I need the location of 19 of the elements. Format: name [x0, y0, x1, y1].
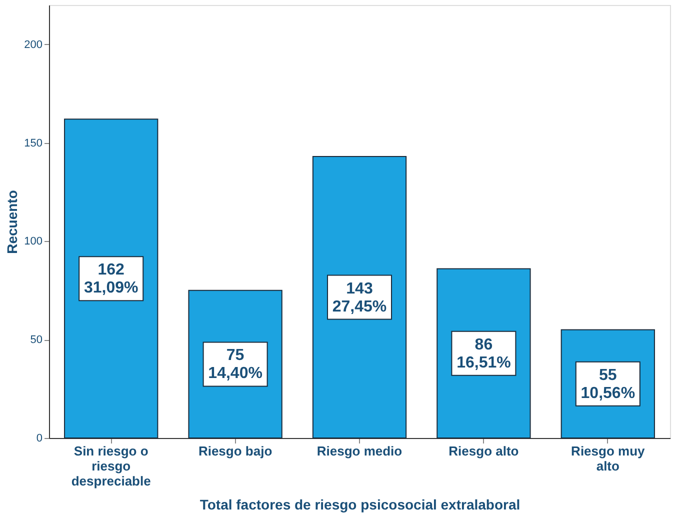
x-tick-label: Riesgo alto: [448, 444, 519, 458]
x-tick-label: Riesgo bajo: [198, 444, 272, 458]
y-tick-label: 200: [24, 38, 42, 51]
data-label: 162 31,09%: [84, 262, 138, 297]
x-tick-label: Riesgo muy alto: [571, 444, 646, 474]
y-tick-label: 50: [30, 334, 42, 346]
y-axis-title: Recuento: [4, 190, 20, 254]
data-label: 86 16,51%: [456, 336, 511, 372]
bar: [312, 156, 407, 438]
x-tick-label: Sin riesgo o riesgo despreciable: [71, 444, 151, 488]
data-label: 55 10,56%: [580, 366, 636, 402]
bar: [64, 118, 158, 438]
y-tick-label: 100: [24, 236, 42, 248]
y-tick-label: 150: [24, 137, 42, 150]
data-label: 143 27,45%: [332, 280, 387, 316]
data-label: 75 14,40%: [208, 347, 262, 382]
y-tick-label: 0: [36, 432, 42, 444]
x-tick-label: Riesgo medio: [316, 444, 402, 458]
x-axis-title: Total factores de riesgo psicosocial extralaboral: [200, 496, 520, 512]
